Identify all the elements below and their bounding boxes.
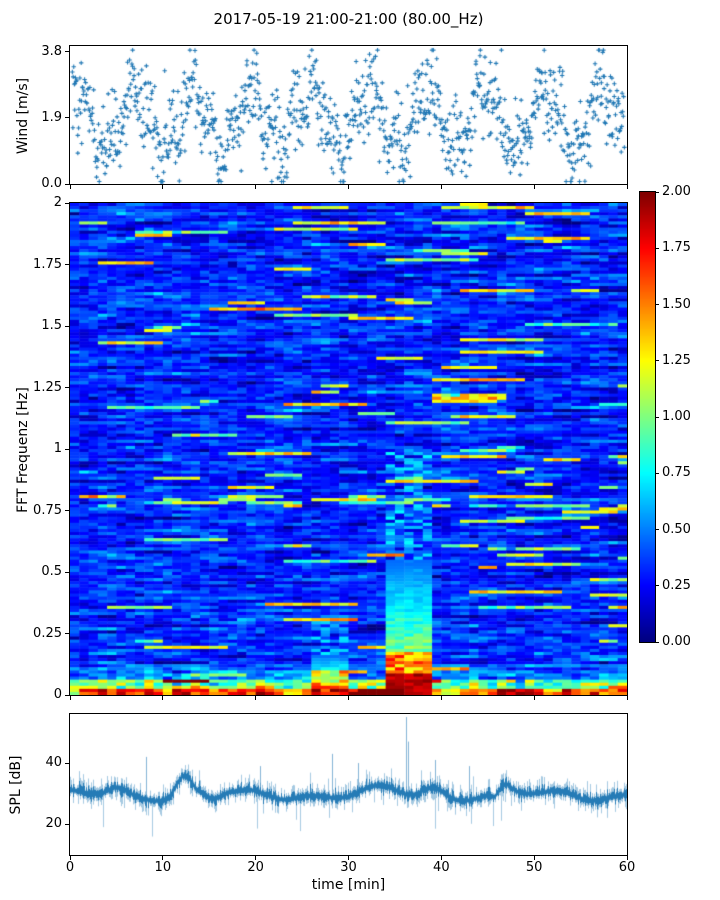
y-tick-label: 1.9 — [41, 109, 62, 125]
spectrogram-canvas — [70, 203, 627, 695]
x-tick-mark — [255, 184, 257, 189]
y-tick-label: 0.25 — [33, 625, 62, 641]
y-tick-mark — [65, 510, 70, 511]
y-tick-mark — [65, 633, 70, 634]
y-tick-label: 1.5 — [41, 318, 62, 333]
x-tick-mark — [69, 184, 71, 189]
x-tick-mark — [162, 855, 164, 860]
y-tick-label: 0 — [53, 687, 62, 702]
y-tick-label: 40 — [45, 755, 62, 771]
x-tick-mark — [626, 695, 628, 700]
wind-plot-canvas — [70, 46, 627, 184]
x-tick-mark — [440, 184, 442, 189]
colorbar-tick-label: 1.25 — [662, 352, 691, 368]
colorbar-tick-label: 1.75 — [662, 240, 691, 256]
y-tick-mark — [65, 264, 70, 265]
x-tick-label: 40 — [433, 860, 450, 875]
colorbar-tick-mark — [655, 641, 659, 643]
x-tick-mark — [255, 695, 257, 700]
x-tick-mark — [69, 855, 71, 860]
y-tick-mark — [65, 117, 70, 119]
x-tick-mark — [626, 184, 628, 189]
x-tick-mark — [440, 695, 442, 700]
x-tick-mark — [533, 695, 535, 700]
x-tick-mark — [348, 855, 349, 860]
x-tick-mark — [69, 695, 71, 700]
colorbar-tick-mark — [655, 416, 659, 418]
y-tick-label: 1.75 — [33, 256, 62, 272]
y-tick-mark — [65, 448, 70, 450]
x-tick-label: 50 — [525, 860, 543, 875]
y-tick-label: 3.8 — [41, 43, 62, 59]
x-tick-mark — [348, 184, 349, 189]
y-tick-label: 0.75 — [33, 502, 62, 518]
y-tick-mark — [65, 387, 70, 388]
colorbar-tick-mark — [655, 360, 659, 362]
y-tick-mark — [65, 202, 70, 204]
colorbar-tick-label: 1.00 — [662, 409, 691, 424]
colorbar-tick-mark — [655, 304, 659, 305]
colorbar-tick-label: 2.00 — [662, 184, 691, 199]
y-tick-mark — [65, 823, 70, 825]
y-tick-label: 20 — [45, 816, 62, 832]
x-tick-label: 20 — [247, 860, 264, 875]
x-tick-mark — [440, 855, 442, 860]
time-xlabel: time [min] — [311, 877, 386, 893]
y-tick-mark — [65, 183, 70, 185]
colorbar-tick-label: 0.00 — [662, 634, 691, 649]
y-tick-label: 0.5 — [41, 564, 62, 579]
colorbar-tick-mark — [655, 529, 659, 530]
colorbar-tick-mark — [655, 585, 659, 587]
x-tick-mark — [533, 855, 535, 860]
figure-title: 2017-05-19 21:00-21:00 (80.00_Hz) — [213, 10, 484, 28]
y-tick-mark — [65, 762, 70, 764]
colorbar-canvas — [640, 192, 655, 642]
colorbar-tick-mark — [655, 247, 659, 249]
x-tick-mark — [533, 184, 535, 189]
y-tick-mark — [65, 51, 70, 53]
x-tick-label: 30 — [340, 860, 357, 875]
colorbar-tick-mark — [655, 191, 659, 193]
x-tick-label: 10 — [154, 860, 172, 875]
colorbar-tick-label: 1.50 — [662, 296, 691, 312]
y-tick-mark — [65, 571, 70, 573]
spl-plot-canvas — [70, 714, 627, 855]
y-tick-mark — [65, 325, 70, 327]
colorbar-tick-label: 0.50 — [662, 521, 691, 537]
y-tick-mark — [65, 694, 70, 696]
x-tick-mark — [348, 695, 349, 700]
colorbar-tick-mark — [655, 472, 659, 474]
x-tick-mark — [626, 855, 628, 860]
x-tick-mark — [162, 184, 164, 189]
y-tick-label: 0.0 — [41, 176, 62, 191]
y-tick-label: 2 — [53, 195, 62, 210]
y-tick-label: 1 — [53, 441, 62, 456]
x-tick-label: 60 — [618, 860, 636, 875]
x-tick-label: 0 — [65, 860, 75, 875]
colorbar-tick-label: 0.25 — [662, 577, 691, 593]
x-tick-mark — [255, 855, 257, 860]
colorbar-tick-label: 0.75 — [662, 465, 691, 481]
y-tick-label: 1.25 — [33, 379, 62, 395]
x-tick-mark — [162, 695, 164, 700]
